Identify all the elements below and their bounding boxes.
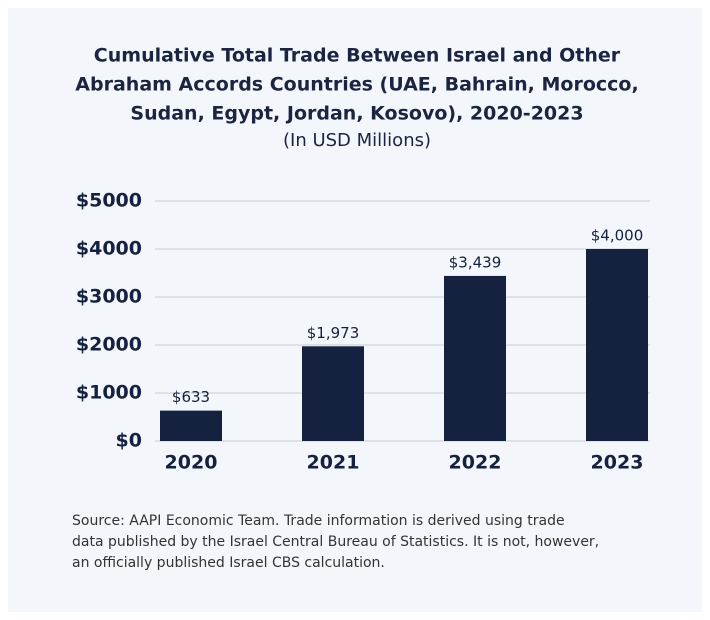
source-note: an officially published Israel CBS calcu…	[72, 555, 385, 571]
y-tick-label: $3000	[76, 286, 142, 308]
y-tick-label: $4000	[76, 238, 142, 260]
y-tick-label: $2000	[76, 334, 142, 356]
y-tick-label: $0	[116, 430, 142, 452]
chart-title: Cumulative Total Trade Between Israel an…	[94, 45, 621, 67]
value-label: $633	[172, 388, 210, 406]
x-tick-label: 2023	[591, 452, 644, 474]
source-note: Source: AAPI Economic Team. Trade inform…	[72, 513, 565, 529]
chart-subtitle: (In USD Millions)	[283, 130, 431, 151]
bar	[302, 346, 364, 441]
bar	[444, 275, 506, 441]
bar	[160, 410, 222, 441]
x-tick-label: 2020	[165, 452, 218, 474]
chart-title: Sudan, Egypt, Jordan, Kosovo), 2020-2023	[130, 103, 583, 125]
chart-title: Abraham Accords Countries (UAE, Bahrain,…	[75, 74, 638, 96]
value-label: $4,000	[591, 227, 644, 245]
value-label: $3,439	[449, 253, 502, 271]
value-label: $1,973	[307, 324, 360, 342]
source-note: data published by the Israel Central Bur…	[72, 534, 599, 550]
y-tick-label: $1000	[76, 382, 142, 404]
y-tick-label: $5000	[76, 190, 142, 212]
x-tick-label: 2022	[449, 452, 502, 474]
bar	[586, 249, 648, 441]
x-tick-label: 2021	[307, 452, 360, 474]
